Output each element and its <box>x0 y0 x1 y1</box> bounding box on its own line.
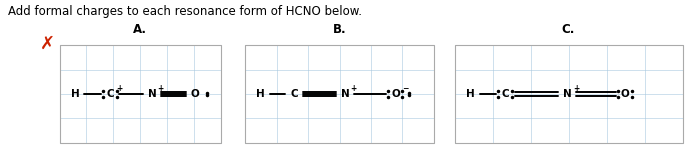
Text: +: + <box>158 84 163 93</box>
Text: N: N <box>563 89 571 99</box>
Text: C: C <box>106 89 113 99</box>
Text: −: − <box>402 84 409 93</box>
Text: H: H <box>256 89 265 99</box>
Bar <box>455 45 682 143</box>
Text: B.: B. <box>332 23 346 36</box>
Text: ✗: ✗ <box>40 35 55 53</box>
Text: C.: C. <box>561 23 575 36</box>
Text: N: N <box>148 89 156 99</box>
Text: C: C <box>502 89 509 99</box>
Text: N: N <box>341 89 349 99</box>
Text: H: H <box>71 89 79 99</box>
Bar <box>245 45 434 143</box>
Text: +: + <box>351 84 356 93</box>
Text: A.: A. <box>133 23 147 36</box>
Text: C: C <box>290 89 298 99</box>
Text: H: H <box>466 89 475 99</box>
Text: O: O <box>621 89 629 99</box>
Text: O: O <box>190 89 199 99</box>
Text: Add formal charges to each resonance form of HCNO below.: Add formal charges to each resonance for… <box>8 5 363 18</box>
Text: O: O <box>391 89 400 99</box>
Text: +: + <box>573 84 579 93</box>
Text: +: + <box>116 84 122 93</box>
Bar <box>60 45 220 143</box>
